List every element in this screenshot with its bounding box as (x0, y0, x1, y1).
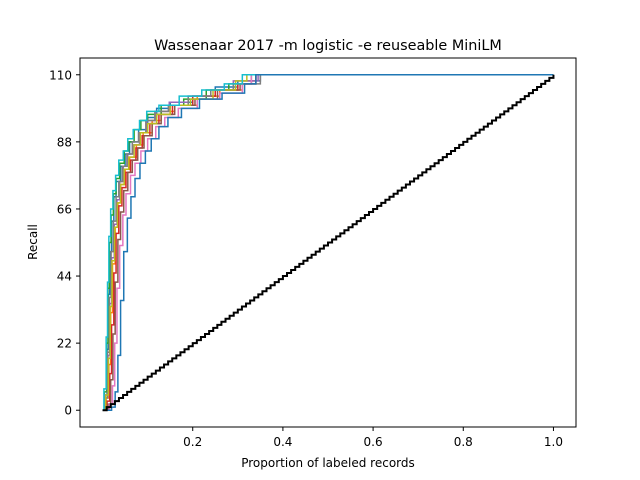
y-tick-label: 22 (57, 337, 72, 351)
recall-curve-11 (102, 74, 554, 411)
y-tick-label: 88 (57, 135, 72, 149)
recall-curve-8 (102, 74, 554, 411)
x-tick-label: 0.2 (183, 435, 202, 449)
y-tick-label: 66 (57, 202, 72, 216)
recall-curve-10 (102, 74, 554, 411)
plot-frame (79, 57, 577, 428)
x-tick-label: 0.8 (454, 435, 473, 449)
y-tick-label: 0 (64, 404, 72, 418)
x-axis-ticks: 0.2 0.4 0.6 0.8 1.0 (183, 427, 563, 449)
y-axis-ticks: 0 22 44 66 88 110 (49, 68, 80, 418)
random-baseline-line (102, 74, 555, 412)
plot-lines (102, 74, 554, 411)
y-tick-label: 44 (57, 270, 72, 284)
random-baseline (102, 74, 555, 412)
x-tick-label: 1.0 (544, 435, 563, 449)
y-tick-label: 110 (49, 68, 72, 82)
y-axis-label: Recall (26, 224, 40, 260)
x-tick-label: 0.6 (364, 435, 383, 449)
x-tick-label: 0.4 (273, 435, 292, 449)
x-axis-label: Proportion of labeled records (241, 456, 415, 470)
chart-title: Wassenaar 2017 -m logistic -e reuseable … (154, 38, 502, 54)
